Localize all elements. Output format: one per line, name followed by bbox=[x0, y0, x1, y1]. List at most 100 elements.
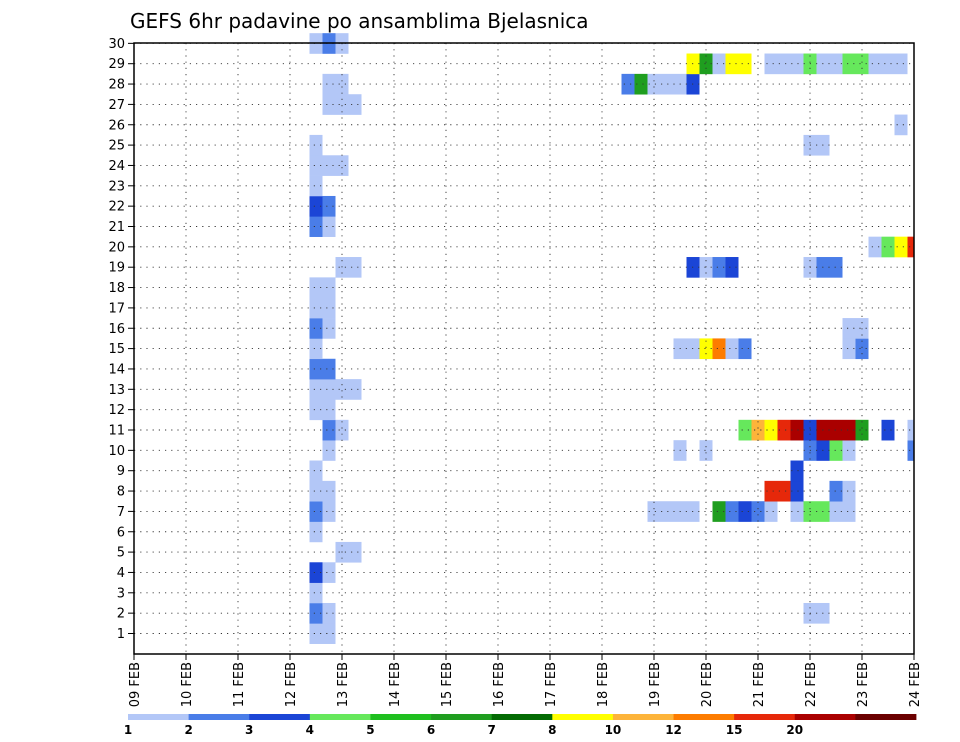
legend-label: 3 bbox=[245, 723, 253, 737]
legend: 1 2 3 4 5 6 7 8 10 12 15 20 bbox=[124, 714, 917, 737]
heatmap-cell bbox=[322, 419, 336, 441]
heatmap-cell bbox=[348, 257, 362, 278]
x-axis: 09 FEB 10 FEB 11 FEB 12 FEB 13 FEB 14 FEB 15 F… bbox=[128, 654, 923, 707]
heatmap-cell bbox=[829, 440, 843, 461]
heatmap-cell bbox=[335, 155, 349, 176]
chart-title: GEFS 6hr padavine po ansamblima Bjelasni… bbox=[130, 9, 589, 33]
y-tick-label: 6 bbox=[117, 525, 125, 540]
y-tick-label: 10 bbox=[108, 444, 125, 459]
y-tick-label: 27 bbox=[108, 98, 125, 113]
y-tick-label: 24 bbox=[108, 159, 125, 174]
heatmap-cell bbox=[725, 53, 739, 75]
y-tick-label: 9 bbox=[117, 464, 125, 479]
y-tick-label: 20 bbox=[108, 240, 125, 255]
heatmap-cell bbox=[829, 257, 843, 278]
heatmap-cell bbox=[309, 602, 323, 624]
heatmap-cell bbox=[335, 73, 349, 95]
heatmap-cell bbox=[842, 419, 856, 441]
heatmap-cell bbox=[348, 94, 362, 115]
x-tick-label: 18 FEB bbox=[596, 662, 611, 707]
heatmap-cell bbox=[322, 399, 336, 421]
heatmap-cell bbox=[725, 338, 739, 360]
heatmap-cell bbox=[309, 399, 323, 421]
heatmap-cell bbox=[647, 501, 661, 522]
heatmap-cell bbox=[790, 419, 804, 441]
heatmap-cell bbox=[322, 94, 336, 115]
heatmap-cell bbox=[855, 419, 869, 441]
x-tick-label: 21 FEB bbox=[752, 662, 767, 707]
heatmap-cell bbox=[309, 460, 323, 482]
y-tick-label: 4 bbox=[117, 566, 125, 581]
x-tick-label: 15 FEB bbox=[440, 662, 455, 707]
heatmap-cell bbox=[309, 623, 323, 644]
heatmap-cell bbox=[699, 338, 713, 360]
heatmap-cell bbox=[647, 73, 661, 95]
heatmap-cell bbox=[634, 73, 648, 95]
heatmap-cell bbox=[660, 73, 674, 95]
heatmap-cell bbox=[894, 236, 908, 258]
heatmap-cell bbox=[309, 134, 323, 156]
heatmap-cell bbox=[855, 53, 869, 75]
legend-label: 6 bbox=[427, 723, 435, 737]
y-tick-label: 18 bbox=[108, 281, 125, 296]
heatmap-cell bbox=[322, 440, 336, 461]
heatmap-cell bbox=[309, 501, 323, 522]
heatmap-cell bbox=[322, 562, 336, 583]
heatmap-cell bbox=[738, 53, 752, 75]
heatmap-cell bbox=[751, 419, 765, 441]
x-tick-label: 09 FEB bbox=[128, 662, 143, 707]
heatmap-cell bbox=[855, 338, 869, 360]
heatmap-cell bbox=[309, 338, 323, 360]
y-tick-label: 16 bbox=[108, 322, 125, 337]
y-tick-label: 15 bbox=[108, 342, 125, 357]
legend-swatch bbox=[370, 714, 432, 720]
heatmap-cell bbox=[322, 216, 336, 237]
heatmap-cell bbox=[881, 419, 895, 441]
heatmap-cell bbox=[907, 440, 914, 461]
y-tick-label: 7 bbox=[117, 505, 125, 520]
y-tick-label: 17 bbox=[108, 301, 125, 316]
heatmap-cell bbox=[712, 501, 726, 522]
y-tick-label: 1 bbox=[117, 627, 125, 642]
heatmap-cell bbox=[712, 257, 726, 278]
legend-label: 5 bbox=[366, 723, 374, 737]
heatmap-cell bbox=[322, 277, 336, 299]
legend-label: 15 bbox=[726, 723, 743, 737]
heatmap-cell bbox=[309, 277, 323, 299]
heatmap-cell bbox=[907, 419, 914, 441]
heatmap-cell bbox=[881, 53, 895, 75]
legend-label: 10 bbox=[605, 723, 622, 737]
heatmap-cell bbox=[751, 501, 765, 522]
heatmap-cell bbox=[842, 338, 856, 360]
y-tick-label: 21 bbox=[108, 220, 125, 235]
x-tick-label: 13 FEB bbox=[336, 662, 351, 707]
y-tick-label: 29 bbox=[108, 57, 125, 72]
heatmap-cell bbox=[790, 53, 804, 75]
heatmap-cell bbox=[309, 480, 323, 502]
y-tick-label: 3 bbox=[117, 586, 125, 601]
heatmap-cell bbox=[894, 53, 908, 75]
x-tick-label: 23 FEB bbox=[856, 662, 871, 707]
heatmap-cell bbox=[738, 501, 752, 522]
heatmap-cell bbox=[764, 501, 778, 522]
heatmap-cell bbox=[790, 501, 804, 522]
heatmap-cell bbox=[777, 419, 791, 441]
heatmap-cell bbox=[712, 53, 726, 75]
legend-label: 8 bbox=[548, 723, 556, 737]
heatmap-cell bbox=[842, 53, 856, 75]
heatmap-cell bbox=[322, 195, 336, 217]
heatmap-cell bbox=[842, 440, 856, 461]
legend-swatch bbox=[128, 714, 190, 720]
x-tick-label: 20 FEB bbox=[700, 662, 715, 707]
heatmap-cell bbox=[348, 541, 362, 563]
x-tick-label: 17 FEB bbox=[544, 662, 559, 707]
heatmap-cell bbox=[309, 379, 323, 400]
heatmap-cell bbox=[777, 480, 791, 502]
heatmap-cell bbox=[699, 440, 713, 461]
legend-swatch bbox=[249, 714, 311, 720]
heatmap-cell bbox=[348, 379, 362, 400]
legend-swatch bbox=[794, 714, 856, 720]
heatmap-cell bbox=[335, 94, 349, 115]
heatmap-cell bbox=[322, 379, 336, 400]
